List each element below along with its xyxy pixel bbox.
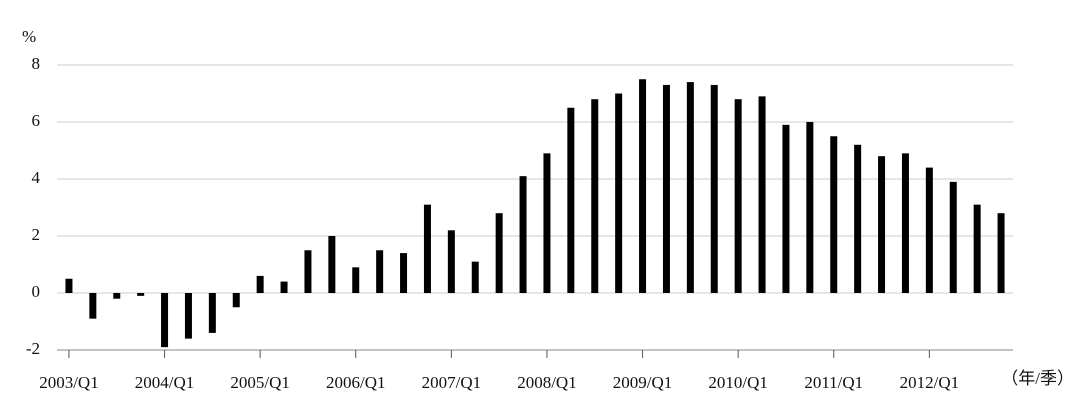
bar [710, 84, 718, 293]
y-tick-label: 0 [32, 282, 41, 301]
bar [89, 293, 97, 319]
bar [686, 82, 694, 293]
bar [901, 153, 909, 293]
bar [662, 84, 670, 293]
y-tick-label: 8 [32, 54, 41, 73]
x-tick-label: 2011/Q1 [804, 373, 863, 392]
x-tick-label: 2010/Q1 [708, 373, 768, 392]
bar [400, 253, 408, 293]
bar [352, 267, 360, 293]
bar [208, 293, 216, 333]
bar [495, 213, 503, 293]
x-tick-label: 2007/Q1 [422, 373, 482, 392]
bar [830, 136, 838, 293]
bar [232, 293, 240, 308]
bar [949, 181, 957, 293]
y-tick-label: 2 [32, 225, 41, 244]
bar [184, 293, 192, 339]
y-tick-label: 4 [32, 168, 41, 187]
bar [113, 293, 121, 299]
x-tick-label: 2005/Q1 [230, 373, 290, 392]
bar [161, 293, 169, 348]
bar [806, 122, 814, 293]
x-tick-label: 2006/Q1 [326, 373, 386, 392]
bar [304, 250, 312, 293]
bar [519, 176, 527, 293]
bar [328, 236, 336, 293]
x-unit: （年/季） [1001, 369, 1074, 388]
y-tick-label: 6 [32, 111, 41, 130]
bar [471, 261, 479, 293]
y-unit: % [22, 27, 36, 46]
bar [997, 213, 1005, 293]
bar [925, 167, 933, 293]
bar [878, 156, 886, 293]
bar [782, 124, 790, 293]
bar [65, 278, 73, 293]
bar [734, 99, 742, 293]
bar [591, 99, 599, 293]
bar [854, 144, 862, 293]
bar [758, 96, 766, 293]
bar [973, 204, 981, 293]
y-tick-label: -2 [26, 339, 40, 358]
bar [639, 79, 647, 293]
x-tick-label: 2008/Q1 [517, 373, 577, 392]
x-tick-label: 2004/Q1 [135, 373, 195, 392]
bar [423, 204, 431, 293]
x-tick-label: 2009/Q1 [613, 373, 673, 392]
bar [615, 93, 623, 293]
bar [567, 107, 575, 293]
bar [376, 250, 384, 293]
bar [256, 275, 264, 293]
x-tick-label: 2003/Q1 [39, 373, 99, 392]
bar [280, 281, 288, 293]
bar [543, 153, 551, 293]
bar [447, 230, 455, 293]
x-tick-label: 2012/Q1 [900, 373, 960, 392]
bar [137, 293, 145, 296]
